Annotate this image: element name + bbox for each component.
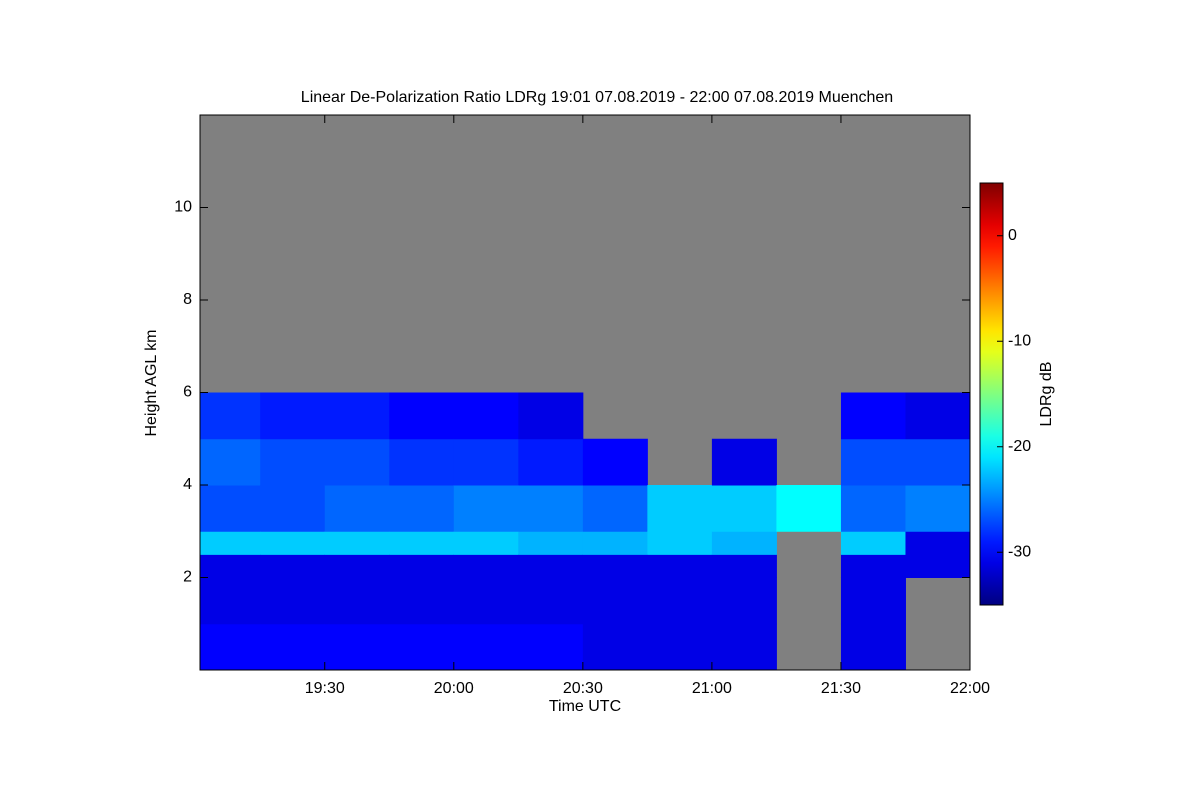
y-tick-label: 8: [183, 291, 192, 308]
heatmap-cell: [260, 531, 326, 555]
colorbar: [979, 182, 1004, 606]
heatmap-cell: [200, 554, 261, 578]
heatmap-cell: [518, 623, 584, 671]
y-tick-label: 2: [183, 569, 192, 586]
heatmap-cell: [840, 392, 906, 440]
x-tick-label: 20:30: [563, 680, 603, 697]
heatmap-cell: [711, 554, 777, 578]
heatmap-cell: [582, 438, 648, 486]
y-axis-label: Height AGL km: [143, 329, 160, 436]
heatmap-cell: [840, 438, 906, 486]
heatmap-cell: [200, 485, 261, 532]
heatmap-cell: [647, 623, 713, 671]
y-tick-label: 4: [183, 476, 192, 493]
heatmap-cell: [260, 577, 326, 625]
heatmap-cell: [324, 438, 390, 486]
heatmap-cell: [389, 623, 455, 671]
heatmap-cell: [905, 438, 971, 486]
heatmap-cell: [324, 623, 390, 671]
heatmap-cell: [518, 485, 584, 532]
heatmap-cell: [840, 554, 906, 578]
heatmap-cell: [260, 623, 326, 671]
heatmap-cell: [840, 623, 906, 671]
heatmap-cell: [260, 392, 326, 440]
colorbar-tick-label: 0: [1008, 227, 1017, 244]
x-tick-label: 19:30: [305, 680, 345, 697]
heatmap-cell: [453, 554, 519, 578]
x-tick-label: 20:00: [434, 680, 474, 697]
heatmap-cell: [518, 392, 584, 440]
heatmap-cell: [905, 392, 971, 440]
chart-title: Linear De-Polarization Ratio LDRg 19:01 …: [301, 89, 893, 106]
heatmap-cell: [711, 577, 777, 625]
heatmap-cell: [324, 392, 390, 440]
heatmap-cell: [389, 438, 455, 486]
heatmap-cell: [518, 577, 584, 625]
heatmap-cell: [647, 554, 713, 578]
heatmap-cell: [582, 485, 648, 532]
heatmap-cell: [260, 554, 326, 578]
heatmap-cell: [905, 554, 971, 578]
heatmap-cell: [389, 392, 455, 440]
heatmap-cell: [389, 577, 455, 625]
heatmap-cell: [776, 485, 842, 532]
y-tick-label: 10: [174, 199, 192, 216]
heatmap-cell: [582, 554, 648, 578]
heatmap-cell: [200, 392, 261, 440]
heatmap-cell: [711, 531, 777, 555]
heatmap-cell: [905, 531, 971, 555]
heatmap-cell: [389, 531, 455, 555]
heatmap-cell: [647, 485, 713, 532]
heatmap-cell: [200, 577, 261, 625]
heatmap-cell: [840, 531, 906, 555]
colorbar-tick-label: -10: [1008, 332, 1031, 349]
heatmap-cell: [518, 554, 584, 578]
heatmap-cell: [840, 485, 906, 532]
heatmap-cell: [711, 438, 777, 486]
heatmap-cell: [647, 577, 713, 625]
heatmap-cell: [518, 438, 584, 486]
x-tick-label: 21:00: [692, 680, 732, 697]
heatmap-cell: [647, 531, 713, 555]
heatmap-cell: [324, 531, 390, 555]
heatmap-cell: [711, 485, 777, 532]
colorbar-tick-label: -30: [1008, 543, 1031, 560]
heatmap-cell: [905, 485, 971, 532]
x-axis-label: Time UTC: [549, 698, 621, 715]
heatmap-cell: [324, 577, 390, 625]
heatmap-cell: [453, 485, 519, 532]
heatmap-cell: [200, 623, 261, 671]
heatmap-cell: [453, 577, 519, 625]
heatmap-cell: [582, 623, 648, 671]
heatmap-cell: [200, 531, 261, 555]
heatmap-cell: [582, 531, 648, 555]
colorbar-tick-label: -20: [1008, 438, 1031, 455]
x-tick-label: 21:30: [821, 680, 861, 697]
heatmap-cell: [453, 531, 519, 555]
heatmap-cell: [453, 438, 519, 486]
heatmap-cell: [200, 438, 261, 486]
heatmap-cell: [453, 623, 519, 671]
colorbar-label: LDRg dB: [1038, 362, 1055, 427]
heatmap-cell: [711, 623, 777, 671]
heatmap-cell: [518, 531, 584, 555]
heatmap-cell: [453, 392, 519, 440]
y-tick-label: 6: [183, 384, 192, 401]
heatmap-cell: [582, 577, 648, 625]
heatmap-cell: [324, 554, 390, 578]
heatmap-cell: [324, 485, 390, 532]
heatmap-cell: [389, 485, 455, 532]
x-tick-label: 22:00: [950, 680, 990, 697]
heatmap-cell: [840, 577, 906, 625]
heatmap-cell: [260, 485, 326, 532]
heatmap-cell: [389, 554, 455, 578]
heatmap-cell: [260, 438, 326, 486]
